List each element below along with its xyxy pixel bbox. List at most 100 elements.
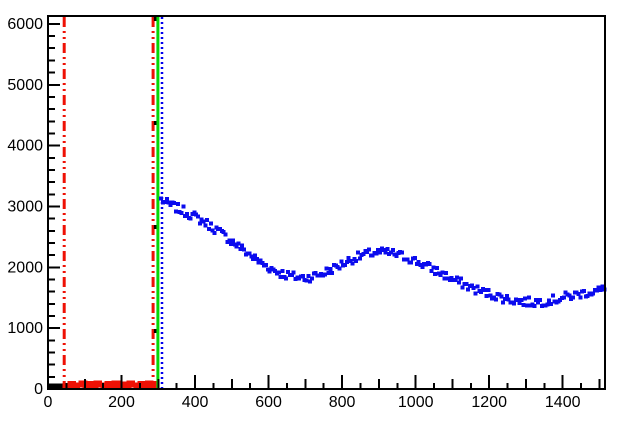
- data-point-marker: [376, 247, 381, 252]
- data-point-marker: [212, 230, 217, 235]
- data-point-marker: [385, 246, 390, 251]
- data-point-marker: [466, 287, 471, 292]
- data-point-marker: [519, 297, 524, 302]
- data-point-marker: [409, 260, 414, 265]
- data-point-marker: [162, 199, 167, 204]
- data-point-marker: [289, 273, 294, 278]
- data-point-marker: [370, 253, 375, 258]
- data-point-marker: [512, 301, 517, 306]
- data-point-marker: [232, 242, 237, 247]
- data-point-marker: [473, 291, 478, 296]
- data-point-marker: [328, 267, 333, 272]
- data-point-marker: [326, 271, 331, 275]
- data-point-marker: [435, 266, 439, 271]
- data-point-marker: [229, 241, 234, 246]
- data-point-marker: [310, 276, 314, 281]
- decaying-oscillation-data-points: [159, 196, 607, 308]
- data-point-marker: [197, 221, 202, 226]
- data-point-marker: [600, 284, 605, 289]
- data-point-marker: [236, 241, 241, 246]
- data-point-marker: [265, 267, 270, 272]
- data-point-marker: [173, 209, 178, 214]
- data-point-marker: [444, 270, 449, 275]
- data-point-marker: [471, 285, 476, 290]
- data-point-marker: [457, 280, 461, 285]
- data-point-marker: [159, 196, 164, 201]
- data-point-marker: [348, 259, 353, 264]
- data-point-marker: [278, 274, 283, 279]
- data-point-marker: [591, 291, 596, 296]
- data-point-marker: [482, 288, 487, 293]
- data-point-marker: [313, 271, 318, 276]
- data-point-marker: [207, 226, 211, 231]
- data-point-marker: [343, 263, 348, 267]
- y-axis-label: 6000: [7, 16, 43, 33]
- data-point-marker: [337, 266, 342, 271]
- data-point-marker: [594, 288, 599, 293]
- data-point-marker: [221, 230, 226, 234]
- data-point-marker: [420, 264, 425, 269]
- y-axis-label: 3000: [7, 199, 43, 216]
- data-point-marker: [484, 294, 489, 299]
- data-point-marker: [499, 294, 504, 299]
- data-point-marker: [549, 302, 553, 307]
- data-point-marker: [464, 282, 469, 287]
- data-point-marker: [300, 273, 305, 278]
- data-point-marker: [254, 256, 259, 261]
- data-point-marker: [297, 276, 302, 281]
- data-point-marker: [497, 292, 502, 297]
- data-point-marker: [506, 297, 511, 302]
- data-point-marker: [400, 250, 405, 255]
- data-point-marker: [596, 285, 601, 290]
- data-point-marker: [234, 244, 239, 249]
- data-point-marker: [501, 300, 506, 305]
- data-point-marker: [503, 297, 507, 302]
- data-point-marker: [183, 213, 188, 218]
- y-axis-label: 0: [34, 381, 43, 398]
- data-point-marker: [276, 270, 281, 275]
- data-point-marker: [253, 253, 257, 258]
- x-axis-label: 600: [255, 394, 282, 411]
- data-point-marker: [291, 270, 296, 275]
- data-point-marker: [355, 250, 360, 255]
- data-point-marker: [164, 196, 169, 201]
- data-point-marker: [561, 295, 566, 300]
- data-point-marker: [168, 202, 173, 207]
- low-region-red-histogram: [62, 380, 158, 389]
- data-point-marker: [383, 250, 388, 255]
- plot-frame: [47, 15, 606, 390]
- data-point-marker: [361, 252, 366, 257]
- data-point-marker: [242, 247, 246, 252]
- data-point-marker: [306, 274, 311, 279]
- data-point-marker: [258, 258, 263, 263]
- data-point-marker: [545, 302, 550, 307]
- data-point-marker: [414, 262, 419, 267]
- data-point-marker: [260, 260, 265, 265]
- data-point-marker: [526, 295, 531, 300]
- x-axis-label: 1400: [545, 394, 581, 411]
- x-axis-label: 0: [44, 394, 53, 411]
- data-point-marker: [280, 269, 285, 274]
- data-point-marker: [322, 272, 327, 277]
- data-point-marker: [438, 272, 443, 277]
- data-point-marker: [488, 293, 493, 298]
- data-point-marker: [354, 259, 359, 264]
- data-point-marker: [427, 261, 432, 266]
- data-point-marker: [367, 247, 371, 252]
- data-point-marker: [449, 275, 454, 280]
- data-point-marker: [576, 292, 581, 297]
- data-point-marker: [525, 303, 530, 308]
- data-point-marker: [181, 204, 186, 209]
- data-point-marker: [227, 238, 232, 243]
- data-point-marker: [394, 253, 399, 258]
- data-point-marker: [433, 271, 438, 276]
- data-point-marker: [346, 256, 351, 261]
- data-point-marker: [374, 251, 379, 256]
- data-point-marker: [440, 270, 445, 275]
- data-point-marker: [230, 238, 235, 243]
- data-point-marker: [442, 276, 447, 281]
- data-point-marker: [458, 276, 463, 281]
- data-point-marker: [412, 256, 417, 260]
